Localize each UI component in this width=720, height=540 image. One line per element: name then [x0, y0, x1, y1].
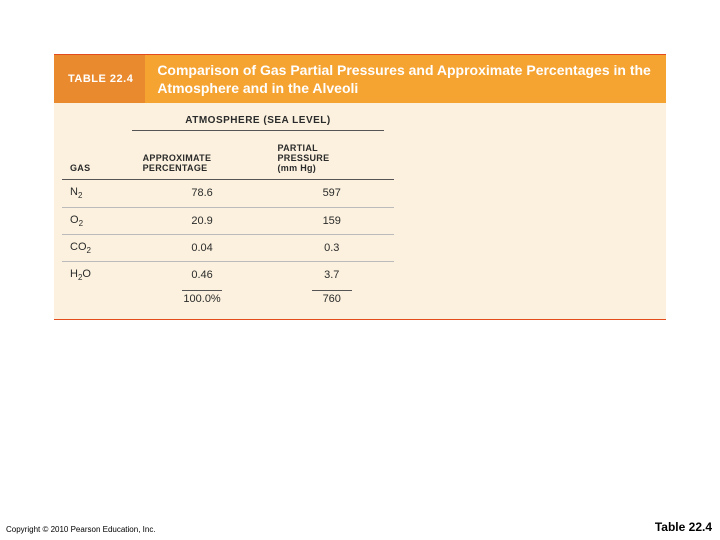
table-row: CO20.040.3 — [62, 234, 394, 261]
cell-total-partial-pressure: 760 — [270, 288, 395, 311]
cell-partial-pressure: 597 — [270, 180, 395, 207]
copyright-footer: Copyright © 2010 Pearson Education, Inc. — [6, 525, 156, 534]
bottom-rule — [54, 319, 666, 320]
col-header-partial-pressure: PARTIAL PRESSURE (mm Hg) — [270, 137, 395, 180]
table-22-4: TABLE 22.4 Comparison of Gas Partial Pre… — [54, 54, 666, 320]
table-body: ATMOSPHERE (SEA LEVEL) GAS APPROXIMATE P… — [54, 103, 666, 319]
column-header-row: GAS APPROXIMATE PERCENTAGE PARTIAL PRESS… — [62, 137, 394, 180]
cell-percentage: 78.6 — [135, 180, 270, 207]
cell-partial-pressure: 159 — [270, 207, 395, 234]
column-group-header: ATMOSPHERE (SEA LEVEL) — [132, 109, 384, 131]
col-header-percentage: APPROXIMATE PERCENTAGE — [135, 137, 270, 180]
cell-gas: CO2 — [62, 234, 135, 261]
table-row: H2O0.463.7 — [62, 261, 394, 288]
table-caption: Table 22.4 — [655, 520, 712, 534]
cell-percentage: 20.9 — [135, 207, 270, 234]
table-row: N278.6597 — [62, 180, 394, 207]
data-table: GAS APPROXIMATE PERCENTAGE PARTIAL PRESS… — [62, 137, 394, 311]
cell-partial-pressure: 3.7 — [270, 261, 395, 288]
cell-partial-pressure: 0.3 — [270, 234, 395, 261]
table-number-badge: TABLE 22.4 — [54, 55, 145, 103]
table-title-row: TABLE 22.4 Comparison of Gas Partial Pre… — [54, 55, 666, 103]
cell-gas: H2O — [62, 261, 135, 288]
table-total-row: 100.0%760 — [62, 288, 394, 311]
col-header-gas: GAS — [62, 137, 135, 180]
cell-gas: N2 — [62, 180, 135, 207]
cell-percentage: 0.04 — [135, 234, 270, 261]
table-title: Comparison of Gas Partial Pressures and … — [145, 55, 666, 103]
cell-percentage: 0.46 — [135, 261, 270, 288]
cell-gas: O2 — [62, 207, 135, 234]
table-row: O220.9159 — [62, 207, 394, 234]
cell-total-percentage: 100.0% — [135, 288, 270, 311]
